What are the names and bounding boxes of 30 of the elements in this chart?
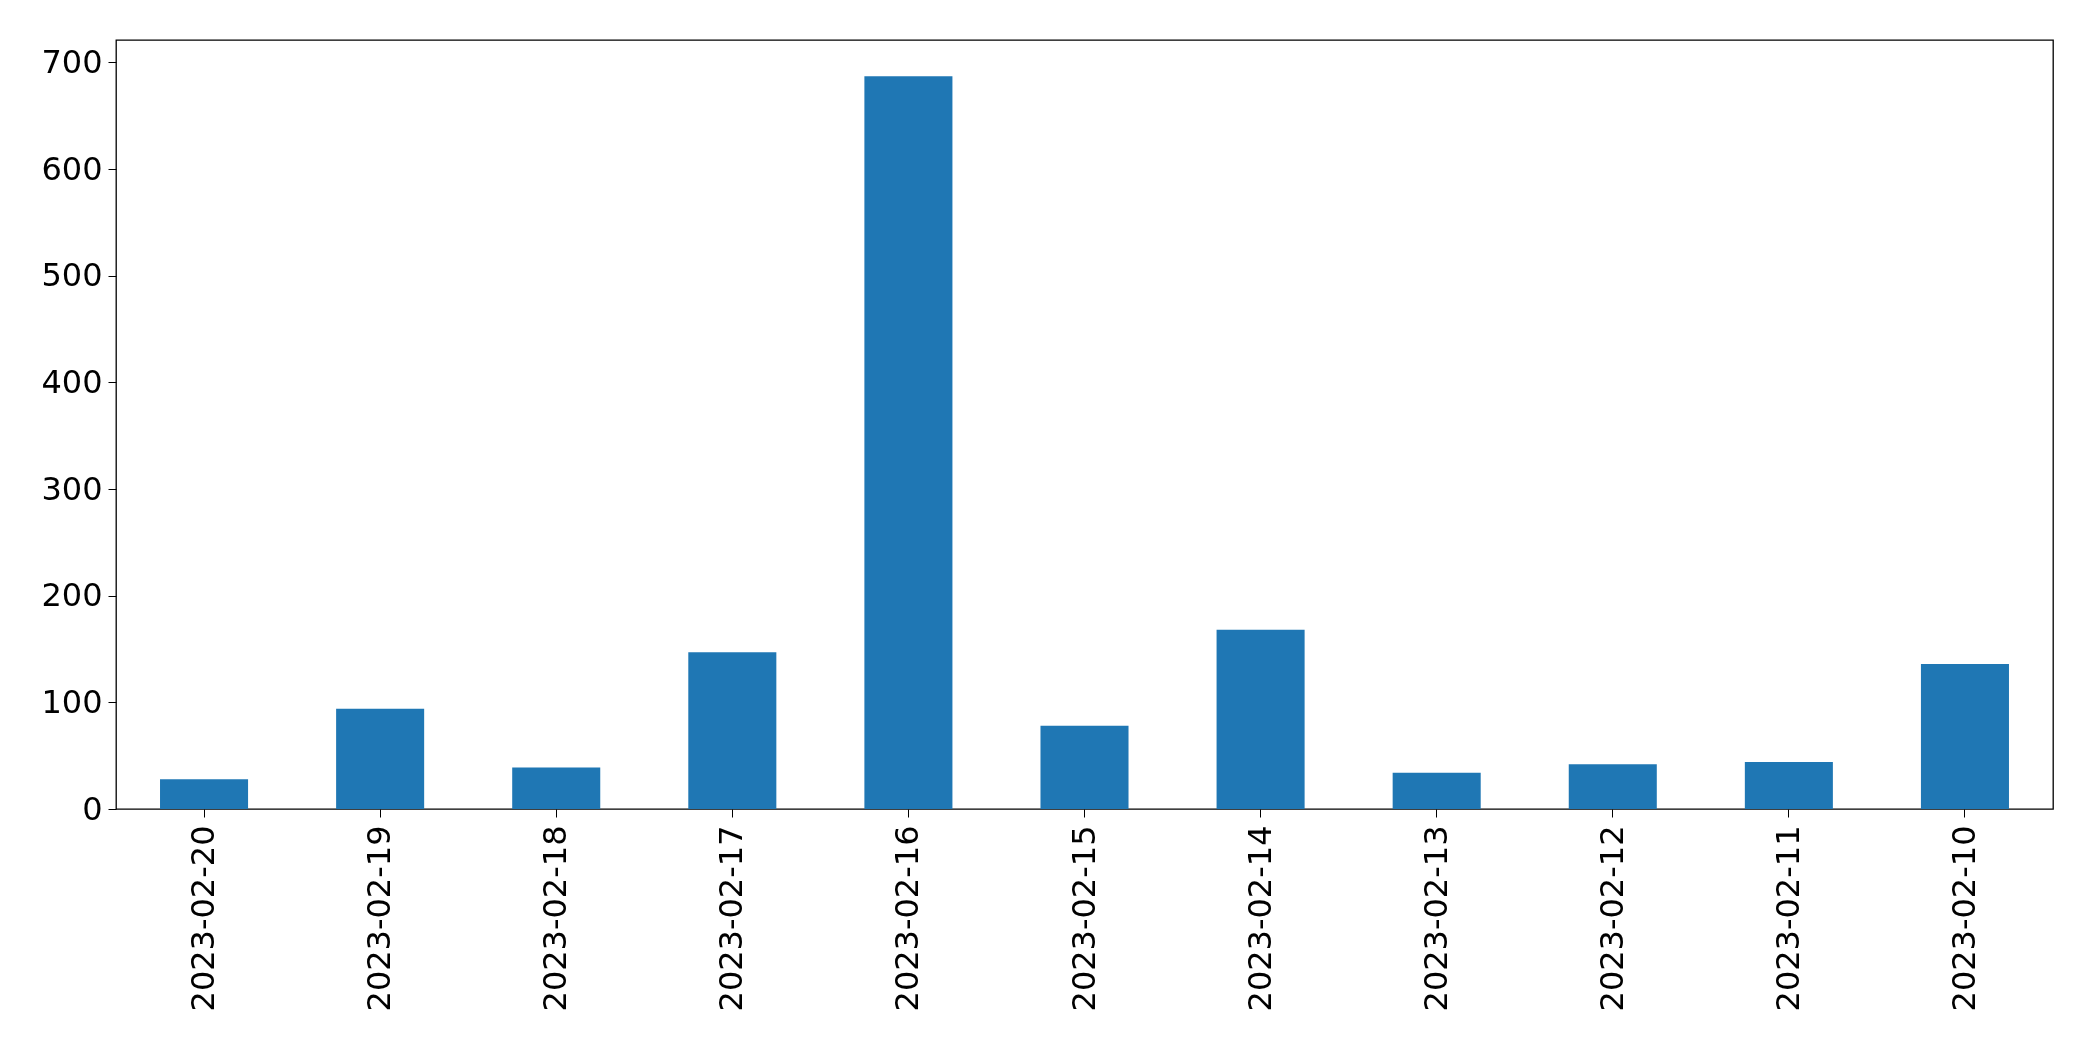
y-tick-label: 200	[41, 576, 103, 615]
bar	[864, 76, 953, 809]
x-tick-label: 2023-02-10	[1944, 825, 1983, 1012]
bar	[1040, 725, 1129, 809]
bar	[512, 767, 601, 809]
x-tick-label: 2023-02-16	[888, 825, 927, 1012]
bar	[1920, 663, 2009, 809]
x-tick-label: 2023-02-13	[1416, 825, 1455, 1012]
bar	[1392, 772, 1481, 809]
y-tick-label: 400	[41, 362, 103, 401]
x-tick-label: 2023-02-15	[1064, 825, 1103, 1012]
bar	[1216, 629, 1305, 809]
y-tick-label: 500	[41, 256, 103, 295]
x-tick-label: 2023-02-19	[360, 825, 399, 1012]
bar	[336, 708, 425, 809]
x-tick-label: 2023-02-18	[536, 825, 575, 1012]
x-tick-label: 2023-02-12	[1592, 825, 1631, 1012]
y-tick-label: 700	[41, 42, 103, 81]
x-tick-label: 2023-02-20	[184, 825, 223, 1012]
y-tick-label: 600	[41, 149, 103, 188]
x-tick-label: 2023-02-17	[712, 825, 751, 1012]
y-tick-label: 300	[41, 469, 103, 508]
bar	[688, 652, 777, 809]
x-tick-label: 2023-02-11	[1768, 825, 1807, 1012]
y-tick-label: 100	[41, 682, 103, 721]
bar	[1568, 764, 1657, 809]
bar	[1744, 762, 1833, 809]
bar	[160, 779, 249, 809]
y-tick-label: 0	[82, 789, 103, 828]
x-tick-label: 2023-02-14	[1240, 825, 1279, 1012]
